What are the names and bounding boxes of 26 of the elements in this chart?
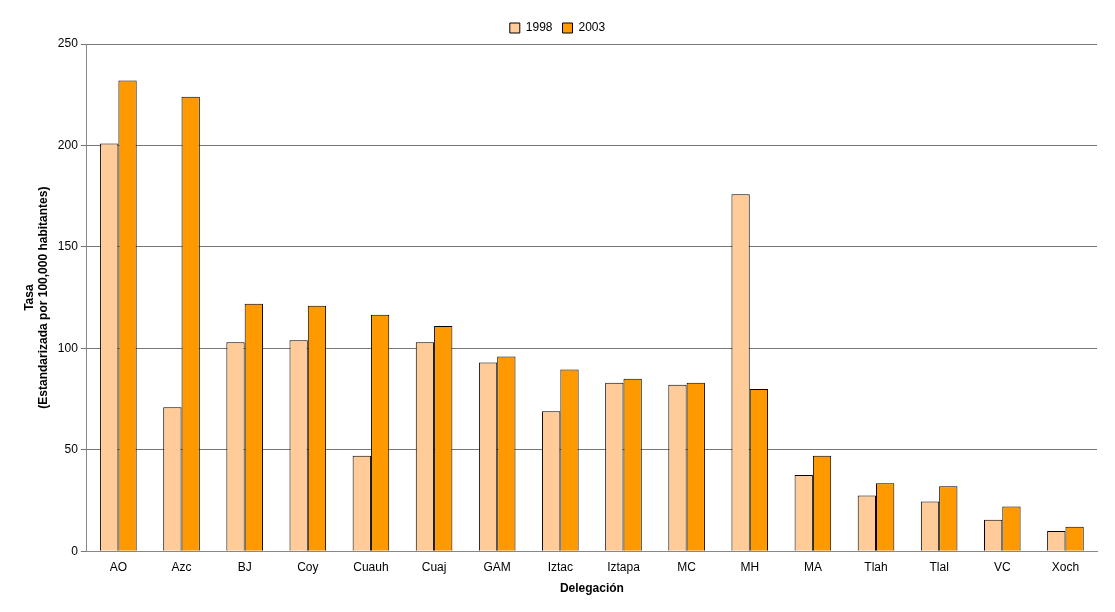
x-tick-label: MH (740, 559, 760, 574)
x-tick-label: Tlal (929, 559, 949, 574)
y-tick-label: 150 (57, 239, 79, 254)
x-tick-label: Xoch (1051, 559, 1080, 574)
y-tick-label: 250 (57, 36, 79, 51)
x-tick-label: MC (677, 559, 697, 574)
x-tick-label: Cuauh (353, 559, 389, 574)
x-tick-label: GAM (483, 559, 511, 574)
y-tick-label: 0 (71, 543, 79, 558)
x-tick-label: Tlah (864, 559, 888, 574)
x-tick-label: Cuaj (421, 559, 447, 574)
y-axis-title: Tasa (Estandarizada por 100,000 habitantes) (21, 186, 50, 409)
x-tick-label: MA (803, 559, 822, 574)
x-axis-title: Delegación (559, 581, 624, 596)
x-tick-label: BJ (237, 559, 252, 574)
y-tick-label: 100 (57, 340, 79, 355)
x-tick-label: Coy (297, 559, 319, 574)
x-tick-label: Azc (171, 559, 192, 574)
legend-label: 2003 (578, 20, 606, 35)
y-tick-label: 200 (57, 137, 79, 152)
x-tick-label: AO (109, 559, 128, 574)
x-tick-label: Iztac (547, 559, 574, 574)
legend-label: 1998 (525, 20, 553, 35)
x-tick-label: Iztapa (607, 559, 641, 574)
y-tick-label: 50 (64, 442, 79, 457)
x-tick-label: VC (993, 559, 1011, 574)
